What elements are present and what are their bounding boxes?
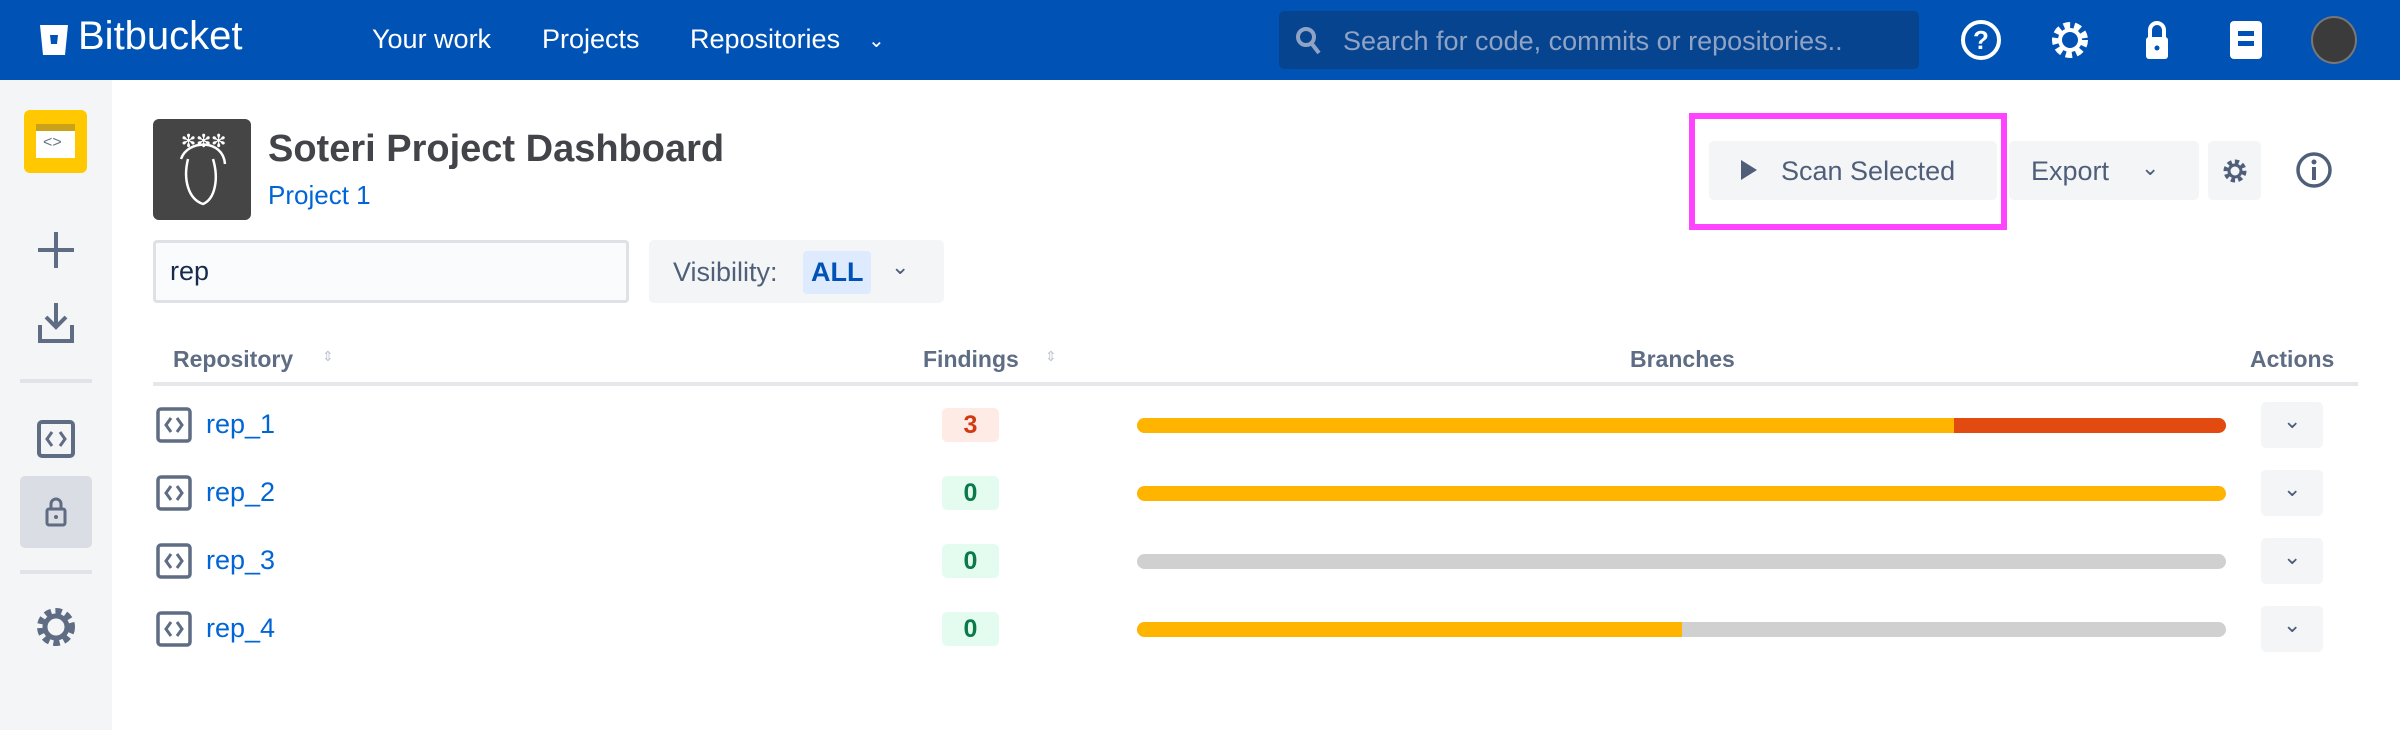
user-avatar[interactable] [2311,16,2357,64]
scan-selected-label: Scan Selected [1781,156,1956,186]
gear-icon [2223,159,2247,183]
repository-link[interactable]: rep_1 [206,409,276,439]
sort-icon[interactable]: ⇕ [322,348,334,364]
column-header-actions: Actions [2250,346,2335,372]
column-header-branches: Branches [1630,346,1735,372]
branch-segment [1137,622,1682,637]
nav-your-work[interactable]: Your work [372,24,492,54]
svg-text:✻✻✻: ✻✻✻ [181,131,226,152]
chevron-down-icon: ⌄ [2283,544,2302,569]
notes-icon[interactable] [2224,18,2268,62]
branch-segment [1137,418,1954,433]
brand-name[interactable]: Bitbucket [78,14,243,58]
play-icon [1741,160,1757,180]
visibility-dropdown[interactable]: Visibility: ALL ⌄ [649,240,944,303]
bitbucket-logo-icon[interactable] [40,25,68,55]
search-input[interactable]: Search for code, commits or repositories… [1279,11,1919,69]
project-link[interactable]: Project 1 [268,180,371,210]
branches-bar [1137,418,2226,433]
chevron-down-icon[interactable]: ⌄ [868,30,885,52]
code-icon[interactable] [32,415,80,463]
page-title: Soteri Project Dashboard [268,128,725,170]
info-icon[interactable] [2295,151,2333,189]
branch-segment [1953,418,2226,433]
chevron-down-icon: ⌄ [2283,612,2302,637]
branches-bar [1137,486,2226,501]
findings-badge[interactable]: 0 [942,476,999,510]
sidebar: <> [0,80,112,730]
chevron-down-icon: ⌄ [891,254,910,279]
sidebar-item-security[interactable] [20,476,92,548]
branches-bar [1137,554,2226,569]
export-button[interactable]: Export ⌄ [2009,141,2199,200]
project-avatar: ✻✻✻ [153,119,251,220]
highlight-box [1689,113,2007,230]
sidebar-divider [20,379,92,383]
search-placeholder: Search for code, commits or repositories… [1343,26,1843,56]
repository-icon [156,611,192,647]
repository-filter-input[interactable] [153,240,629,303]
branch-segment [1137,486,2226,501]
findings-badge[interactable]: 3 [942,408,999,442]
findings-badge[interactable]: 0 [942,544,999,578]
chevron-down-icon: ⌄ [2141,155,2160,180]
download-icon[interactable] [32,299,80,347]
repository-icon [156,407,192,443]
top-navigation: Bitbucket Your work Projects Repositorie… [0,0,2400,80]
repository-link[interactable]: rep_3 [206,545,276,575]
scan-selected-button[interactable]: Scan Selected [1709,141,1997,200]
nav-projects[interactable]: Projects [542,24,640,54]
row-actions-button[interactable]: ⌄ [2261,470,2323,516]
svg-text:?: ? [1973,25,1989,55]
sidebar-divider [20,570,92,574]
lock-icon [45,497,67,527]
visibility-label: Visibility: [673,257,778,287]
chevron-down-icon: ⌄ [2283,408,2302,433]
sort-icon[interactable]: ⇕ [1045,348,1057,364]
chevron-down-icon: ⌄ [2283,476,2302,501]
plus-icon[interactable] [32,226,80,274]
settings-button[interactable] [2208,141,2261,200]
column-header-repository[interactable]: Repository [173,346,294,372]
repository-link[interactable]: rep_2 [206,477,276,507]
lock-icon[interactable] [2135,18,2179,62]
row-actions-button[interactable]: ⌄ [2261,402,2323,448]
row-actions-button[interactable]: ⌄ [2261,606,2323,652]
nav-repositories[interactable]: Repositories [690,24,841,54]
repository-link[interactable]: rep_4 [206,613,276,643]
column-header-findings[interactable]: Findings [923,346,1019,372]
visibility-value: ALL [803,251,872,294]
findings-badge[interactable]: 0 [942,612,999,646]
branches-bar [1137,622,2226,637]
row-actions-button[interactable]: ⌄ [2261,538,2323,584]
help-icon[interactable]: ? [1959,18,2003,62]
repository-icon [156,475,192,511]
table-header-divider [153,382,2358,386]
gear-icon[interactable] [32,603,80,651]
export-label: Export [2031,156,2110,186]
settings-icon[interactable] [2048,18,2092,62]
repository-icon [156,543,192,579]
search-icon [1296,27,1321,55]
project-icon[interactable]: <> [24,110,87,173]
